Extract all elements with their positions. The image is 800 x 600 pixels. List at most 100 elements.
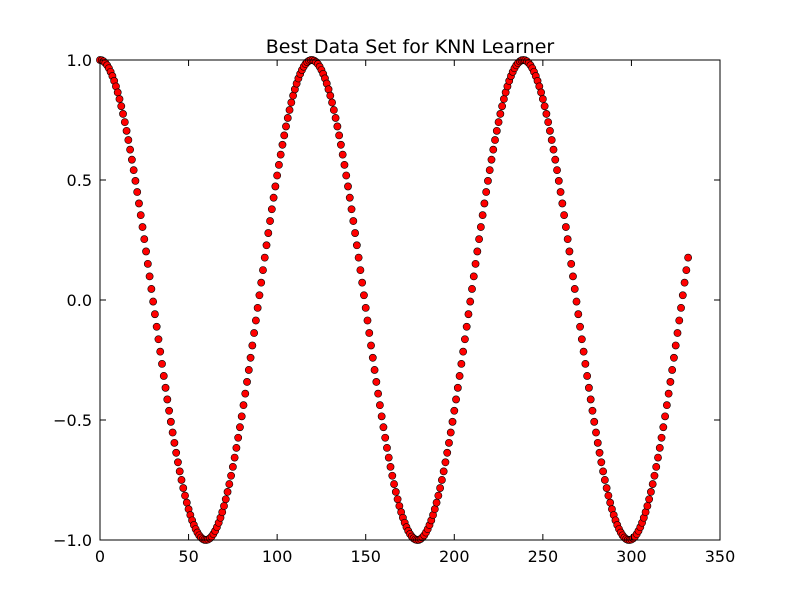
- data-point: [579, 347, 588, 356]
- data-point: [375, 401, 384, 410]
- data-point: [349, 217, 358, 225]
- data-point: [340, 160, 349, 169]
- data-point: [177, 476, 186, 484]
- data-point: [570, 285, 579, 293]
- data-point: [461, 335, 469, 344]
- data-point: [478, 211, 487, 220]
- data-point: [652, 462, 661, 471]
- data-point: [673, 329, 682, 337]
- data-point: [590, 417, 599, 426]
- data-point: [124, 136, 133, 144]
- data-point: [181, 491, 189, 500]
- data-point: [149, 297, 158, 306]
- data-point: [677, 303, 685, 312]
- data-point: [542, 110, 551, 118]
- x-tick-label: 0: [95, 547, 105, 566]
- data-point: [445, 438, 453, 447]
- data-point: [275, 160, 283, 169]
- data-point: [152, 322, 161, 331]
- data-point: [122, 126, 131, 135]
- data-point: [560, 211, 569, 220]
- data-point: [170, 438, 179, 447]
- data-point: [367, 341, 375, 350]
- data-point: [661, 412, 669, 421]
- data-point: [126, 145, 135, 154]
- data-point: [377, 412, 386, 421]
- data-point: [255, 291, 264, 300]
- data-point: [682, 266, 691, 275]
- data-point: [650, 471, 659, 480]
- data-point: [253, 303, 262, 312]
- data-point: [496, 110, 505, 118]
- x-tick-label: 100: [262, 547, 293, 566]
- data-point: [678, 291, 687, 300]
- data-point: [158, 359, 166, 368]
- data-point: [450, 406, 459, 415]
- data-point: [352, 241, 361, 250]
- data-point: [241, 389, 250, 398]
- data-point: [551, 155, 560, 164]
- data-point: [379, 423, 388, 432]
- data-point: [554, 177, 563, 185]
- data-point: [368, 353, 377, 362]
- data-point: [115, 95, 124, 103]
- data-point: [159, 372, 168, 380]
- data-point: [161, 383, 170, 392]
- data-point: [156, 347, 165, 356]
- data-point: [499, 95, 508, 103]
- data-point: [602, 484, 611, 492]
- data-point: [351, 229, 359, 237]
- data-point: [540, 102, 549, 111]
- data-point: [455, 372, 464, 380]
- data-point: [221, 495, 230, 504]
- data-point: [228, 462, 237, 471]
- data-point: [179, 484, 188, 492]
- data-point: [250, 329, 259, 337]
- data-point: [664, 389, 673, 398]
- data-point: [457, 359, 466, 368]
- data-point: [347, 205, 356, 214]
- data-point: [452, 395, 460, 404]
- data-point: [459, 347, 468, 356]
- data-point: [436, 484, 445, 492]
- data-point: [223, 488, 232, 496]
- data-point: [174, 458, 182, 467]
- x-tick-label: 150: [350, 547, 381, 566]
- data-point: [475, 235, 483, 244]
- data-point: [441, 458, 450, 467]
- data-point: [342, 171, 351, 180]
- data-point: [585, 383, 593, 392]
- data-point: [361, 303, 370, 312]
- data-point: [645, 495, 654, 504]
- data-point: [393, 495, 402, 504]
- data-point: [248, 341, 257, 350]
- data-point: [666, 378, 675, 386]
- data-point: [172, 448, 181, 457]
- data-point: [117, 102, 126, 111]
- data-point: [480, 199, 489, 208]
- data-point: [163, 395, 172, 404]
- data-point: [437, 476, 446, 484]
- data-point: [556, 188, 565, 196]
- y-tick-label: −0.5: [53, 411, 92, 430]
- data-point: [485, 166, 494, 175]
- data-point: [432, 498, 441, 507]
- data-point: [588, 406, 597, 415]
- data-point: [326, 91, 335, 100]
- data-point: [230, 453, 239, 462]
- data-point: [572, 297, 581, 306]
- y-axis: −1.0 −0.5 0.0 0.5 1.0: [53, 51, 720, 550]
- data-point: [583, 372, 592, 380]
- x-tick-label: 250: [528, 547, 559, 566]
- data-point: [494, 118, 503, 127]
- data-point: [372, 378, 381, 386]
- data-point: [662, 401, 671, 410]
- data-point: [446, 428, 455, 437]
- data-point: [280, 131, 289, 140]
- data-point: [606, 498, 615, 507]
- data-point: [140, 235, 149, 244]
- data-point: [227, 471, 235, 480]
- data-point: [133, 188, 142, 196]
- data-point: [283, 114, 292, 122]
- data-point: [670, 353, 678, 362]
